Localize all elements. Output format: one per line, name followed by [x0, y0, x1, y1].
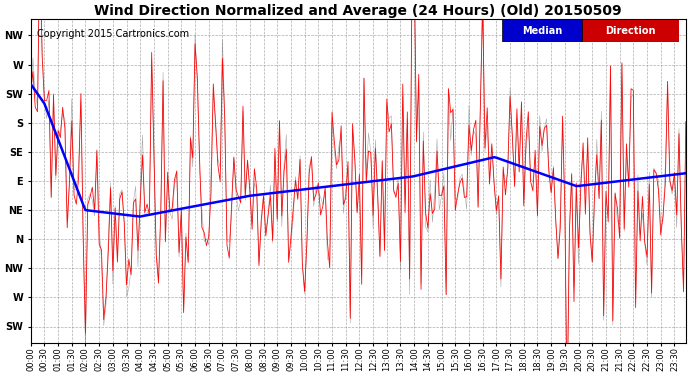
Text: Copyright 2015 Cartronics.com: Copyright 2015 Cartronics.com [37, 29, 189, 39]
Title: Wind Direction Normalized and Average (24 Hours) (Old) 20150509: Wind Direction Normalized and Average (2… [95, 4, 622, 18]
